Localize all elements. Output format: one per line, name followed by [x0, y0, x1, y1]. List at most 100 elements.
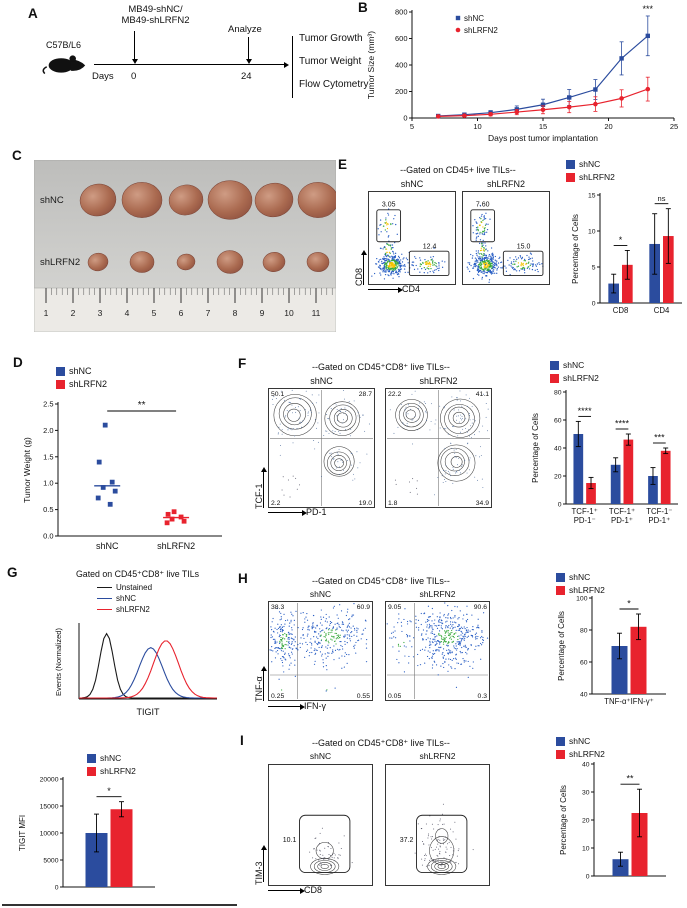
svg-text:50.1: 50.1 [271, 391, 284, 398]
svg-text:****: **** [615, 419, 630, 429]
svg-text:3: 3 [98, 308, 103, 318]
svg-text:7.60: 7.60 [476, 202, 490, 209]
outputs-bracket [292, 36, 293, 98]
shnc-legend-label: shNC [569, 572, 591, 582]
svg-text:*: * [619, 235, 623, 245]
svg-text:19.0: 19.0 [359, 500, 372, 507]
svg-text:80: 80 [554, 390, 562, 397]
shlrfn2-legend-label: shLRFN2 [569, 585, 605, 595]
shlrfn2-swatch [556, 749, 565, 759]
flow-shlrfn2-title: shLRFN2 [419, 589, 456, 599]
svg-text:200: 200 [395, 87, 408, 96]
svg-text:Events (Normalized): Events (Normalized) [54, 628, 63, 696]
svg-text:shLRFN2: shLRFN2 [40, 257, 80, 268]
svg-text:0.3: 0.3 [478, 693, 488, 700]
svg-text:7: 7 [206, 308, 211, 318]
flow-shnc-title: shNC [309, 589, 332, 599]
svg-text:5: 5 [410, 122, 414, 131]
svg-text:20000: 20000 [40, 777, 59, 784]
shnc-swatch [550, 360, 559, 370]
svg-text:2: 2 [71, 308, 76, 318]
panel-b: B 0 200 400 600 800 5 10 15 20 25 Days post tumor … [350, 0, 687, 152]
svg-text:0.0: 0.0 [43, 532, 53, 541]
flow-plot-shnc-tnfa-ifng: 38.3 60.9 0.25 0.55 [268, 601, 373, 701]
histogram-legend: Unstained shNC shLRFN2 [97, 583, 152, 614]
svg-text:2.5: 2.5 [43, 400, 53, 409]
svg-text:80: 80 [580, 628, 588, 635]
svg-text:28.7: 28.7 [359, 391, 372, 398]
svg-text:15000: 15000 [40, 804, 59, 811]
svg-text:1.8: 1.8 [388, 500, 398, 507]
flow-y-axis-label: TCF-1 [254, 483, 264, 510]
unstained-line-swatch [97, 587, 112, 588]
svg-text:8: 8 [233, 308, 238, 318]
shnc-swatch [87, 753, 96, 763]
flow-plot-shnc-tim3-cd8: 10.1 [268, 764, 373, 886]
flow-x-arrow [268, 508, 307, 517]
flow-x-axis-label: CD8 [304, 885, 323, 895]
flow-plot-shlrfn2-tim3-cd8: 37.2 [385, 764, 490, 886]
svg-text:5000: 5000 [43, 858, 58, 865]
injection-arrow [130, 31, 139, 64]
svg-text:10: 10 [588, 229, 596, 236]
svg-text:9: 9 [260, 308, 265, 318]
analyze-arrow [244, 37, 253, 64]
flow-y-arrow [259, 845, 268, 882]
flow-y-axis-label: TNF-α [254, 676, 264, 702]
flow-x-axis-label: CD4 [402, 284, 421, 294]
flow-plot-shlrfn2-tcf1-pd1: 22.2 41.1 1.8 34.9 [385, 388, 492, 508]
panel-c-label: C [12, 148, 22, 163]
shlrfn2-swatch [56, 379, 65, 389]
panel-e-label: E [338, 157, 348, 172]
svg-text:11: 11 [312, 308, 321, 318]
svg-text:2.0: 2.0 [43, 426, 53, 435]
tumor-weight-scatter: 0.0 0.5 1.0 1.5 2.0 2.5 Tumor Weight (g) shNC sh… [22, 400, 222, 551]
svg-text:30: 30 [582, 790, 590, 797]
panel-b-label: B [358, 0, 368, 15]
svg-text:0.5: 0.5 [43, 505, 53, 514]
days-label: Days [92, 71, 114, 82]
shnc-swatch [56, 366, 65, 376]
svg-text:40: 40 [554, 446, 562, 453]
svg-text:60: 60 [580, 660, 588, 667]
svg-text:40: 40 [582, 762, 590, 769]
panel-e-title: --Gated on CD45+ live TILs-- [400, 165, 516, 175]
panel-h-title: --Gated on CD45⁺CD8⁺ live TILs-- [312, 576, 450, 586]
svg-text:10.1: 10.1 [283, 837, 297, 844]
panel-i: I --Gated on CD45⁺CD8⁺ live TILs-- shNC … [238, 730, 687, 908]
panel-f-legend: shNC shLRFN2 [550, 360, 599, 383]
flow-plot-shnc-tcf1-pd1: 50.1 28.7 2.2 19.0 [268, 388, 375, 508]
svg-text:25: 25 [670, 122, 678, 131]
mfi-bar-legend: shNC shLRFN2 [87, 753, 136, 776]
output-flow-cytometry: Flow Cytometry [299, 79, 369, 90]
svg-text:37.2: 37.2 [400, 837, 414, 844]
shlrfn2-legend-label: shLRFN2 [579, 172, 615, 182]
svg-text:0: 0 [586, 874, 590, 881]
shlrfn2-swatch [87, 766, 96, 776]
flow-shlrfn2-title: shLRFN2 [419, 376, 458, 386]
shlrfn2-line-swatch [97, 609, 112, 610]
svg-text:10: 10 [284, 308, 294, 318]
svg-text:TIGIT MFI: TIGIT MFI [18, 815, 27, 851]
mouse-strain-label: C57B/L6 [46, 40, 82, 50]
panel-f-title: --Gated on CD45⁺CD8⁺ live TILs-- [312, 362, 450, 372]
svg-text:20: 20 [604, 122, 612, 131]
panel-h-legend: shNC shLRFN2 [556, 572, 605, 595]
svg-text:shLRFN2: shLRFN2 [157, 541, 195, 551]
panel-g-title: Gated on CD45⁺CD8⁺ live TILs [75, 569, 200, 579]
svg-text:15: 15 [588, 193, 596, 200]
svg-text:***: *** [654, 433, 665, 443]
svg-text:15: 15 [539, 122, 547, 131]
flow-shnc-title: shNC [310, 376, 333, 386]
panel-g: G Gated on CD45⁺CD8⁺ live TILs Unstained… [5, 563, 237, 908]
svg-text:0.55: 0.55 [357, 693, 370, 700]
svg-text:60.9: 60.9 [357, 604, 370, 611]
panel-a-label: A [28, 6, 38, 21]
flow-plot-shnc-cd8-cd4: 3.05 12.4 [368, 191, 456, 285]
shlrfn2-swatch [556, 585, 565, 595]
svg-text:20: 20 [554, 474, 562, 481]
flow-y-arrow [259, 666, 268, 701]
flow-shlrfn2-title: shLRFN2 [486, 179, 525, 189]
svg-text:TIGIT: TIGIT [137, 707, 160, 717]
